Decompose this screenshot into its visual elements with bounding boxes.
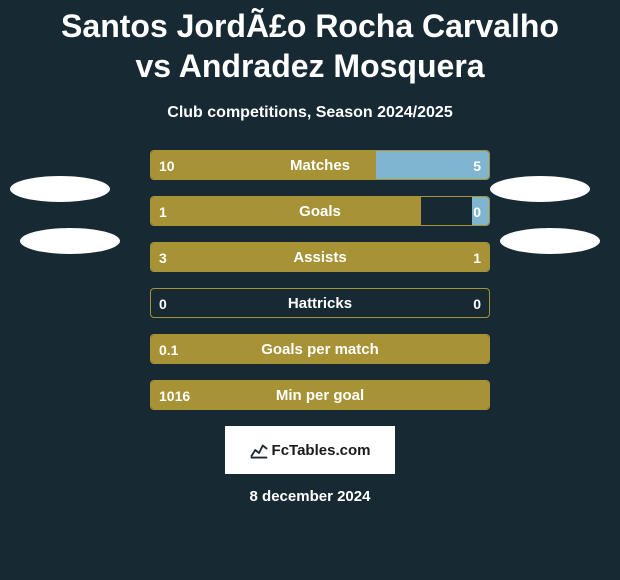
chart-icon: [250, 441, 268, 459]
bar-left: [151, 197, 421, 225]
stat-row: 10Goals: [20, 196, 600, 226]
bar-track: 31Assists: [150, 242, 490, 272]
bar-left: [151, 243, 489, 271]
footer-brand-text: FcTables.com: [272, 442, 371, 459]
page-subtitle: Club competitions, Season 2024/2025: [0, 104, 620, 122]
bar-left: [151, 335, 489, 363]
stat-row: 105Matches: [20, 150, 600, 180]
bar-left: [151, 381, 489, 409]
bar-right: [376, 151, 489, 179]
bar-left: [151, 151, 376, 179]
stat-value-right: 5: [473, 151, 481, 180]
stat-value-right: 0: [473, 289, 481, 318]
player-photo-placeholder: [490, 176, 590, 202]
player-photo-placeholder: [20, 228, 120, 254]
stat-row: 0.1Goals per match: [20, 334, 600, 364]
stat-row: 0 0Hattricks: [20, 288, 600, 318]
stat-value-left: 1: [159, 197, 167, 226]
player-photo-placeholder: [10, 176, 110, 202]
bar-track: 1016Min per goal: [150, 380, 490, 410]
player-photo-placeholder: [500, 228, 600, 254]
page-title: Santos JordÃ£o Rocha Carvalho vs Andrade…: [0, 0, 620, 86]
bar-track: 105Matches: [150, 150, 490, 180]
bar-track: 10Goals: [150, 196, 490, 226]
stat-value-left: 10: [159, 151, 175, 180]
bar-track: 0.1Goals per match: [150, 334, 490, 364]
stat-value-left: 0.1: [159, 335, 178, 364]
stat-value-left: 0: [159, 289, 167, 318]
stat-value-left: 3: [159, 243, 167, 272]
stat-value-right: 0: [473, 197, 481, 226]
stat-row: 1016Min per goal: [20, 380, 600, 410]
bar-track: 0 0Hattricks: [150, 288, 490, 318]
stat-label: Hattricks: [151, 289, 489, 318]
stat-value-left: 1016: [159, 381, 190, 410]
stat-value-right: 1: [473, 243, 481, 272]
footer-brand-box: FcTables.com: [225, 426, 395, 474]
footer-date: 8 december 2024: [0, 488, 620, 505]
